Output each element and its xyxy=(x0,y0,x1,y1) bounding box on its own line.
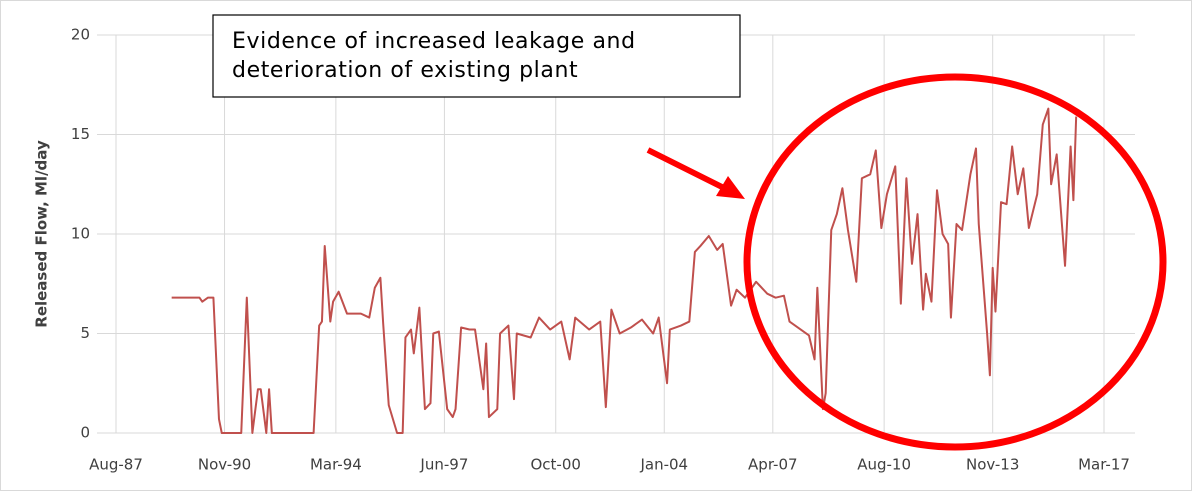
ticks: 0 5 10 15 20 Aug-87 Nov-90 Mar-94 Jun-97 Oct-00 Ja… xyxy=(71,26,1130,474)
arrow-head xyxy=(716,176,745,199)
x-tick-label: Aug-87 xyxy=(89,456,143,474)
annotation-line: deterioration of existing plant xyxy=(232,58,578,83)
y-tick-label: 10 xyxy=(71,225,90,243)
arrow-shaft xyxy=(646,147,730,193)
x-tick-label: Mar-94 xyxy=(310,456,362,474)
y-axis-label: Released Flow, Ml/day xyxy=(33,140,51,328)
plot xyxy=(171,107,1078,434)
x-tick-label: Nov-13 xyxy=(966,456,1019,474)
x-tick-label: Mar-17 xyxy=(1078,456,1130,474)
y-tick-label: 20 xyxy=(71,26,90,44)
x-tick-label: Aug-10 xyxy=(857,456,911,474)
y-tick-label: 5 xyxy=(80,324,90,342)
annotation-line: Evidence of increased leakage and xyxy=(232,29,636,54)
y-tick-label: 15 xyxy=(71,125,90,143)
grid xyxy=(97,34,1135,434)
annotation-box xyxy=(212,14,741,98)
x-tick-label: Oct-00 xyxy=(531,456,581,474)
y-tick-label: 0 xyxy=(80,424,90,442)
data-line xyxy=(171,107,1078,434)
x-tick-label: Apr-07 xyxy=(748,456,798,474)
x-tick-label: Nov-90 xyxy=(198,456,251,474)
highlight-ellipse xyxy=(743,73,1167,451)
x-tick-label: Jun-97 xyxy=(419,456,468,474)
x-tick-label: Jan-04 xyxy=(639,456,688,474)
